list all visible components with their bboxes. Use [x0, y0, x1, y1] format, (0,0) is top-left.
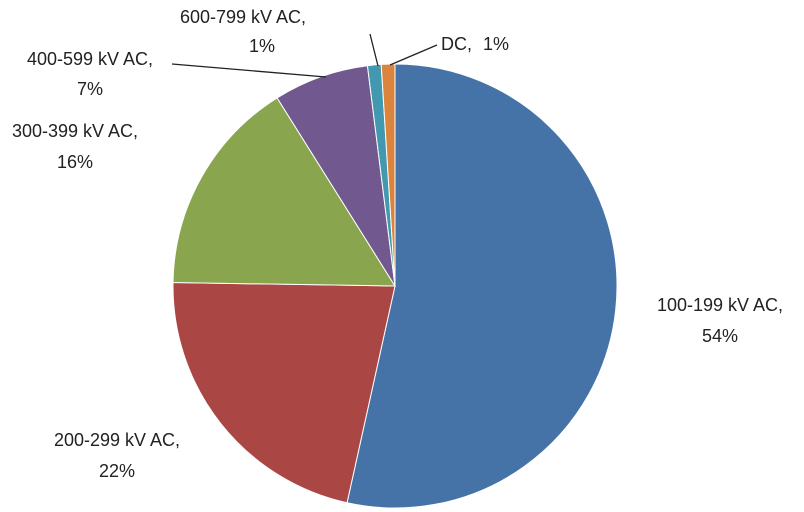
data-label-name: DC,: [441, 34, 472, 54]
data-label-name: 100-199 kV AC,: [657, 295, 783, 315]
leader-line: [369, 33, 379, 67]
data-label-value: 54%: [702, 326, 738, 346]
data-label-name: 200-299 kV AC,: [54, 430, 180, 450]
data-label-value: 7%: [77, 79, 103, 99]
data-label-value: 1%: [249, 36, 275, 56]
data-label-value: 16%: [57, 152, 93, 172]
pie-slice: [172, 97, 396, 287]
data-label-value: 1%: [483, 34, 509, 54]
pie-slice: [380, 63, 396, 287]
data-label-name: 300-399 kV AC,: [12, 121, 138, 141]
data-label-name: 400-599 kV AC,: [27, 49, 153, 69]
pie-slice: [172, 282, 396, 504]
data-label-name: 600-799 kV AC,: [180, 7, 306, 27]
data-label-value: 22%: [99, 461, 135, 481]
leader-line: [171, 63, 327, 78]
pie-slice: [346, 63, 618, 509]
leader-line: [389, 44, 438, 66]
